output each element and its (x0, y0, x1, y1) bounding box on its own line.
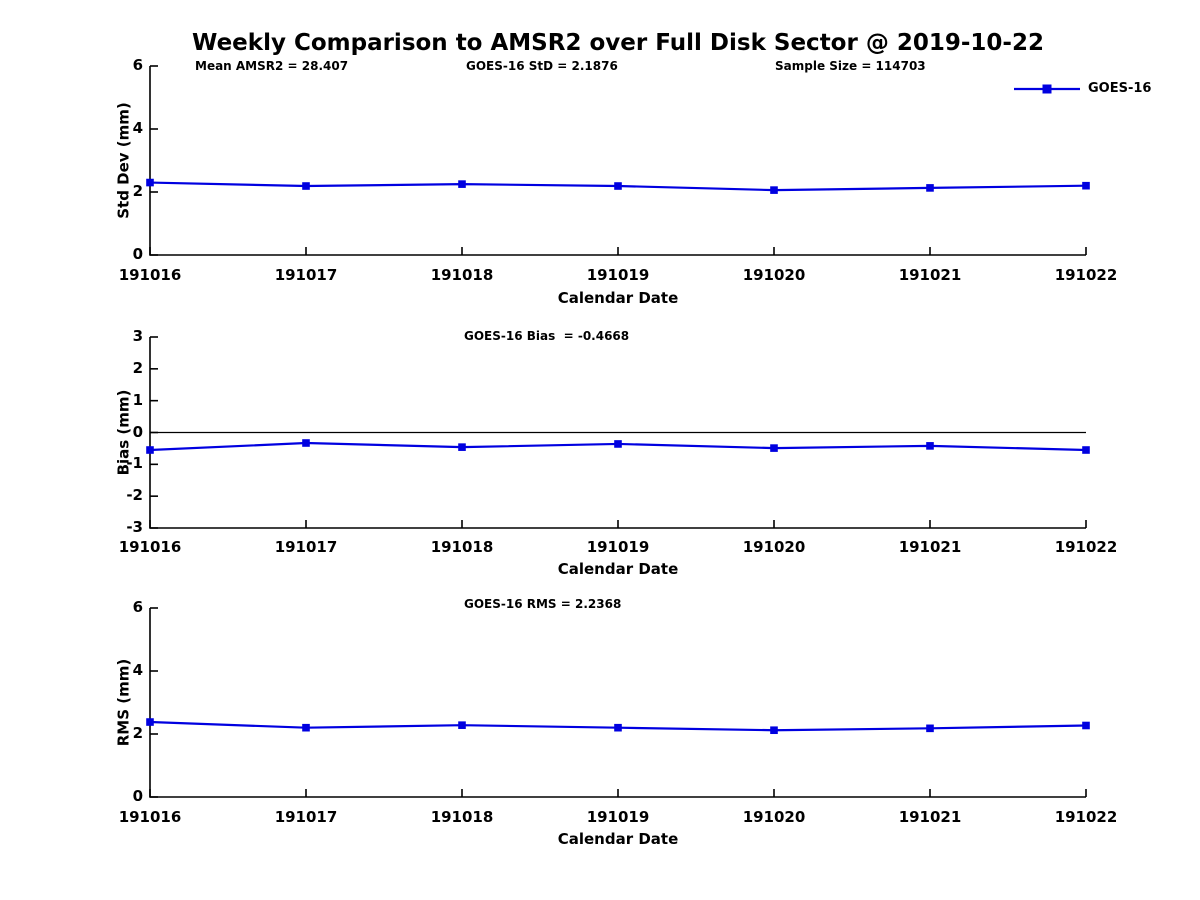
data-point-marker (770, 726, 778, 735)
data-point-marker (926, 442, 934, 450)
data-point-marker (146, 178, 154, 187)
x-tick-label: 191016 (118, 808, 182, 826)
x-tick-label: 191022 (1054, 808, 1118, 826)
x-tick-label: 191019 (586, 808, 650, 826)
data-point-marker (146, 446, 154, 454)
x-tick-label: 191022 (1054, 266, 1118, 284)
y-tick-label: -3 (126, 518, 143, 536)
legend-label: GOES-16 (1088, 81, 1152, 96)
data-point-marker (614, 440, 622, 448)
data-point-marker (614, 723, 622, 732)
x-tick-label: 191017 (274, 538, 338, 556)
y-tick-label: 6 (132, 598, 143, 616)
x-axis-label-bias: Calendar Date (557, 560, 679, 578)
x-tick-label: 191020 (742, 266, 806, 284)
x-tick-label: 191017 (274, 808, 338, 826)
x-tick-label: 191016 (118, 538, 182, 556)
data-point-marker (1082, 181, 1090, 190)
x-tick-label: 191020 (742, 538, 806, 556)
data-point-marker (458, 721, 466, 729)
x-tick-label: 191021 (898, 266, 962, 284)
y-tick-label: 6 (132, 56, 143, 74)
y-tick-label: 2 (132, 724, 143, 742)
x-tick-label: 191018 (430, 538, 494, 556)
y-tick-label: -1 (126, 454, 143, 473)
x-tick-label: 191018 (430, 266, 494, 284)
plot-area-std-dev (146, 65, 1090, 256)
y-tick-label: 2 (132, 358, 143, 377)
y-tick-label: -2 (126, 486, 143, 505)
x-tick-label: 191022 (1054, 538, 1118, 556)
x-tick-label: 191018 (430, 808, 494, 826)
data-point-marker (458, 180, 466, 188)
y-tick-label: 0 (132, 787, 143, 805)
y-tick-label: 4 (132, 661, 143, 679)
x-tick-label: 191020 (742, 808, 806, 826)
axis-lines (149, 66, 1086, 256)
x-tick-label: 191016 (118, 266, 182, 284)
annotation-sample-size: Sample Size = 114703 (775, 59, 926, 73)
legend: GOES-16 (1013, 81, 1151, 96)
data-point-marker (1082, 446, 1090, 454)
data-point-marker (926, 184, 934, 192)
legend-line-marker-icon (1014, 84, 1080, 93)
plot-area-rms (146, 607, 1090, 798)
annotation-goes16-bias: GOES-16 Bias = -0.4668 (464, 329, 630, 343)
data-point-marker (302, 439, 310, 447)
y-tick-label: 0 (132, 422, 143, 441)
x-tick-label: 191017 (274, 266, 338, 284)
y-tick-label: 2 (132, 182, 143, 200)
y-tick-label: 3 (132, 327, 143, 345)
axis-lines (149, 608, 1086, 798)
annotation-goes16-std: GOES-16 StD = 2.1876 (466, 59, 618, 73)
x-axis-label-rms: Calendar Date (557, 830, 679, 848)
y-tick-label: 1 (132, 390, 143, 409)
data-point-marker (458, 443, 466, 451)
data-point-marker (302, 723, 310, 732)
data-point-marker (146, 718, 154, 726)
x-tick-label: 191019 (586, 266, 650, 284)
x-tick-label: 191021 (898, 808, 962, 826)
data-point-marker (614, 182, 622, 190)
data-point-marker (926, 724, 934, 733)
x-tick-label: 191019 (586, 538, 650, 556)
data-point-marker (302, 182, 310, 190)
annotation-goes16-rms: GOES-16 RMS = 2.2368 (464, 597, 622, 611)
x-axis-label-std-dev: Calendar Date (557, 289, 679, 307)
x-tick-label: 191021 (898, 538, 962, 556)
figure-title: Weekly Comparison to AMSR2 over Full Dis… (192, 30, 1044, 56)
data-point-marker (770, 186, 778, 194)
data-point-marker (770, 444, 778, 452)
plot-area-bias (146, 336, 1090, 529)
annotation-mean-amsr2: Mean AMSR2 = 28.407 (195, 59, 349, 73)
data-point-marker (1082, 721, 1090, 730)
y-tick-label: 4 (132, 119, 143, 137)
y-tick-label: 0 (132, 245, 143, 263)
